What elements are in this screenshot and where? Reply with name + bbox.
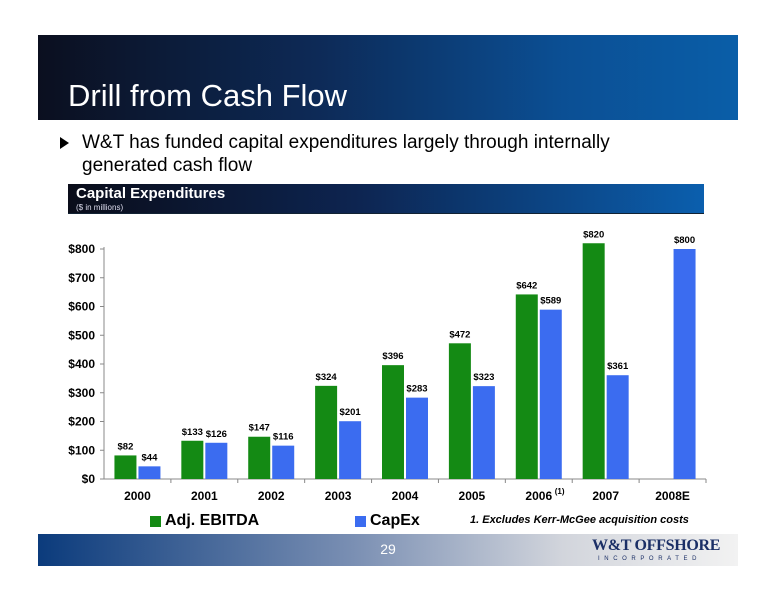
bullet-text: W&T has funded capital expenditures larg…	[82, 132, 610, 176]
legend-swatch-capex	[355, 516, 366, 527]
y-tick-label: $400	[68, 357, 95, 371]
data-label-ebitda: $82	[118, 441, 134, 452]
data-label-ebitda: $324	[316, 372, 338, 383]
bar-capex	[205, 442, 228, 479]
legend-swatch-ebitda	[150, 516, 161, 527]
data-label-capex: $126	[206, 429, 227, 440]
bar-ebitda	[114, 455, 137, 479]
data-label-ebitda: $396	[382, 351, 403, 362]
bar-capex	[406, 397, 428, 479]
footer-band: 29	[38, 534, 738, 566]
data-label-capex: $44	[142, 452, 159, 463]
bullet-arrow-icon	[60, 137, 69, 149]
bar-capex	[539, 309, 562, 479]
x-tick-label: 2007	[592, 489, 619, 503]
section-title: Capital Expenditures	[76, 185, 226, 202]
logo-subtext: INCORPORATED	[598, 556, 702, 562]
bar-capex	[472, 386, 495, 479]
bar-ebitda	[515, 294, 538, 479]
bar-capex	[673, 249, 696, 479]
y-tick-label: $300	[68, 386, 95, 400]
y-tick-label: $100	[68, 443, 95, 457]
footnote: 1. Excludes Kerr-McGee acquisition costs	[470, 514, 689, 526]
bar-ebitda	[582, 243, 605, 479]
y-tick-label: $0	[82, 472, 96, 486]
company-logo: W&T OFFSHORE INCORPORATED	[592, 537, 720, 565]
bar-capex	[272, 445, 295, 479]
legend-label-ebitda: Adj. EBITDA	[165, 512, 260, 529]
y-tick-label: $500	[68, 328, 95, 342]
data-label-ebitda: $820	[583, 229, 604, 240]
slide-title: Drill from Cash Flow	[68, 78, 348, 113]
data-label-capex: $116	[273, 432, 294, 443]
bar-capex	[339, 421, 362, 479]
x-tick-label: 2000	[124, 489, 151, 503]
bar-ebitda	[448, 343, 471, 479]
data-label-capex: $800	[674, 235, 695, 246]
bar-ebitda	[181, 440, 204, 479]
bar-ebitda	[382, 365, 404, 479]
y-tick-label: $200	[68, 415, 95, 429]
data-label-capex: $589	[540, 296, 561, 307]
x-tick-label: 2003	[325, 489, 352, 503]
x-tick-superscript: (1)	[555, 487, 565, 496]
bar-capex	[606, 375, 629, 479]
x-tick-label: 2005	[459, 489, 486, 503]
x-tick-label: 2008E	[655, 489, 690, 503]
x-tick-label: 2001	[191, 489, 218, 503]
x-tick-label: 2004	[392, 489, 419, 503]
logo-text: W&T OFFSHORE	[592, 537, 721, 554]
y-tick-label: $800	[68, 242, 95, 256]
data-label-capex: $323	[473, 372, 494, 383]
data-label-capex: $201	[340, 407, 362, 418]
data-label-ebitda: $133	[182, 427, 203, 438]
section-header-bar: Capital Expenditures ($ in millions)	[68, 184, 704, 214]
bar-ebitda	[315, 385, 338, 479]
y-tick-label: $700	[68, 271, 95, 285]
bar-capex	[138, 466, 161, 479]
legend-label-capex: CapEx	[370, 512, 420, 529]
data-label-ebitda: $472	[449, 329, 470, 340]
page-number: 29	[380, 541, 396, 557]
data-label-ebitda: $147	[249, 423, 270, 434]
x-tick-label: 2006	[525, 489, 552, 503]
y-tick-label: $600	[68, 300, 95, 314]
data-label-ebitda: $642	[516, 280, 537, 291]
data-label-capex: $361	[607, 361, 629, 372]
bar-ebitda	[248, 436, 271, 479]
data-label-capex: $283	[406, 384, 427, 395]
title-band	[38, 35, 738, 120]
capex-bar-chart: $0 $100 $200 $300 $400 $500 $600 $700 $800 2000 $8…	[68, 229, 707, 503]
x-tick-label: 2002	[258, 489, 285, 503]
section-subtitle: ($ in millions)	[76, 203, 124, 212]
